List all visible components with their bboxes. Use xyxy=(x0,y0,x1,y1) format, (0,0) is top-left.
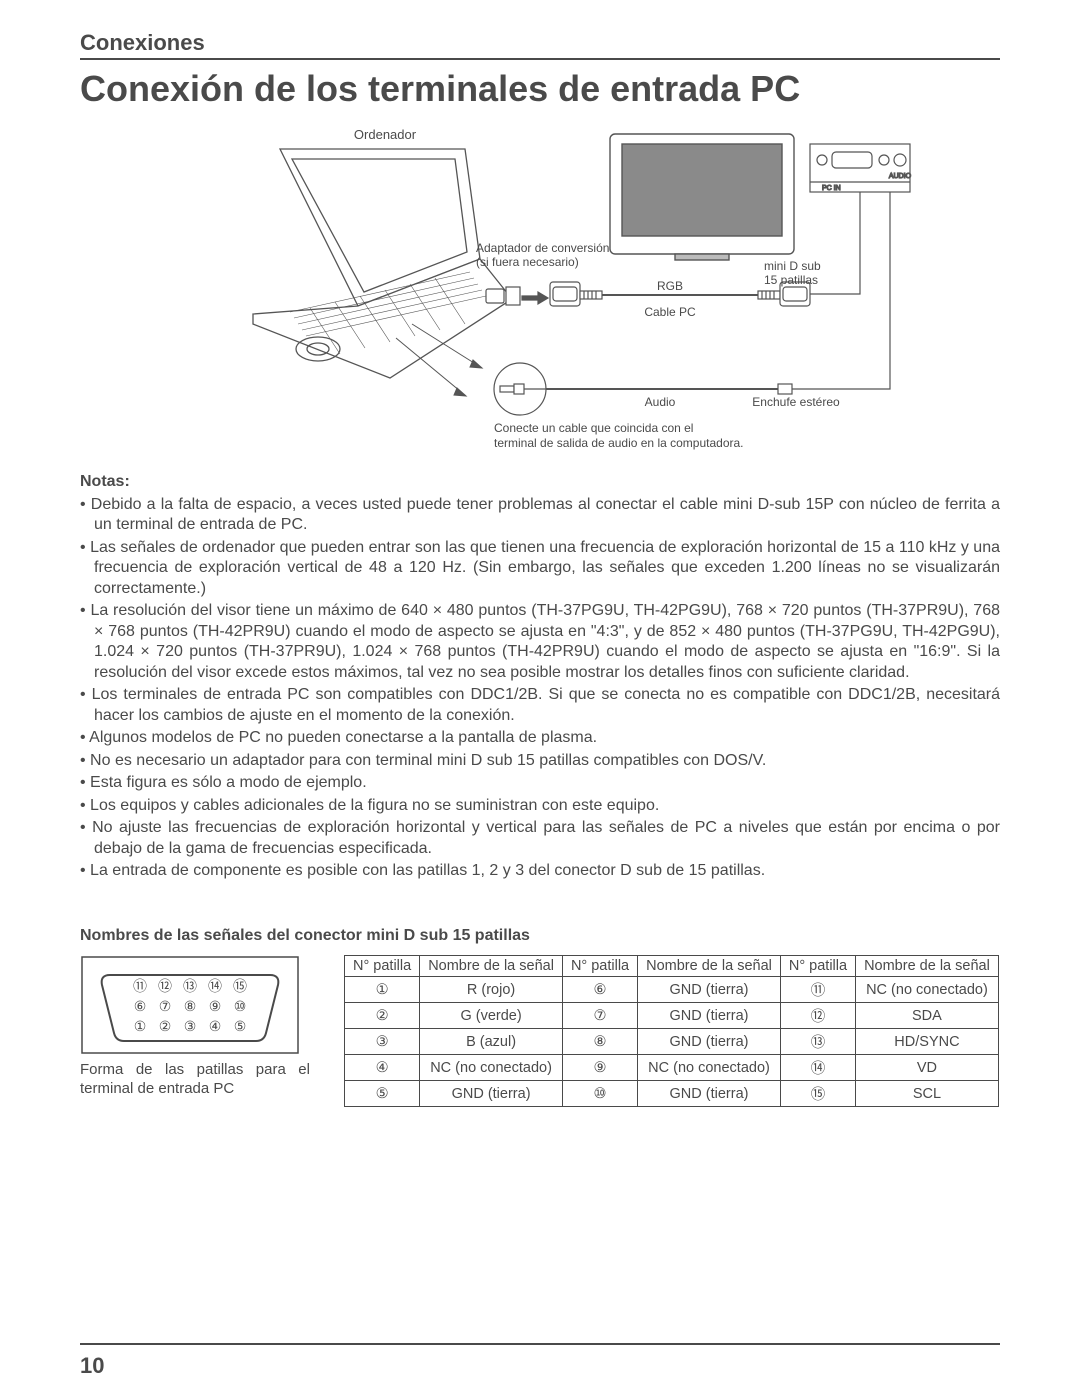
pin-signal-cell: VD xyxy=(856,1055,999,1081)
connector-pin-label: ⑮ xyxy=(233,978,247,994)
pin-table-header: Nombre de la señal xyxy=(638,956,781,977)
pin-number-cell: ② xyxy=(345,1003,420,1029)
connector-pin-label: ④ xyxy=(209,1018,222,1034)
connector-caption: Forma de las patillas para el terminal d… xyxy=(80,1061,310,1099)
pin-number-cell: ⑫ xyxy=(780,1003,855,1029)
page-title: Conexión de los terminales de entrada PC xyxy=(80,68,1000,110)
svg-text:Cable PC: Cable PC xyxy=(644,305,696,319)
laptop-icon xyxy=(253,149,512,378)
pin-table-header: Nombre de la señal xyxy=(420,956,563,977)
connector-pin-label: ⑨ xyxy=(209,998,222,1014)
connector-pin-label: ⑤ xyxy=(234,1018,247,1034)
svg-text:Adaptador de conversión: Adaptador de conversión xyxy=(476,241,609,255)
connector-pin-label: ⑩ xyxy=(234,998,247,1014)
svg-text:AUDIO: AUDIO xyxy=(889,173,912,180)
label-ordenador: Ordenador xyxy=(354,127,417,142)
pin-number-cell: ⑩ xyxy=(562,1081,637,1107)
note-item: Esta figura es sólo a modo de ejemplo. xyxy=(80,773,1000,793)
pin-signal-cell: NC (no conectado) xyxy=(420,1055,563,1081)
pin-signal-cell: GND (tierra) xyxy=(638,1003,781,1029)
svg-text:Audio: Audio xyxy=(645,395,676,409)
pin-signal-cell: B (azul) xyxy=(420,1029,563,1055)
pin-number-cell: ⑭ xyxy=(780,1055,855,1081)
pin-signal-cell: NC (no conectado) xyxy=(856,977,999,1003)
svg-text:Enchufe estéreo: Enchufe estéreo xyxy=(752,395,840,409)
pin-signal-cell: NC (no conectado) xyxy=(638,1055,781,1081)
connection-diagram: Ordenador xyxy=(80,124,1000,459)
connector-pin-label: ② xyxy=(159,1018,172,1034)
pin-table-header: N° patilla xyxy=(345,956,420,977)
connector-pin-label: ⑪ xyxy=(133,978,147,994)
pin-number-cell: ③ xyxy=(345,1029,420,1055)
connector-pin-label: ⑧ xyxy=(184,998,197,1014)
pin-number-cell: ⑨ xyxy=(562,1055,637,1081)
pin-signal-cell: GND (tierra) xyxy=(638,1029,781,1055)
svg-text:PC IN: PC IN xyxy=(822,185,841,192)
note-item: Debido a la falta de espacio, a veces us… xyxy=(80,495,1000,536)
pcin-panel: AUDIO PC IN xyxy=(810,144,912,192)
note-item: No ajuste las frecuencias de exploración… xyxy=(80,818,1000,859)
notes-list: Debido a la falta de espacio, a veces us… xyxy=(80,495,1000,881)
pin-number-cell: ⑬ xyxy=(780,1029,855,1055)
notes-block: Notas: Debido a la falta de espacio, a v… xyxy=(80,473,1000,881)
pin-number-cell: ⑪ xyxy=(780,977,855,1003)
connector-pin-label: ⑥ xyxy=(134,998,147,1014)
pin-number-cell: ⑦ xyxy=(562,1003,637,1029)
pin-number-cell: ① xyxy=(345,977,420,1003)
note-item: La resolución del visor tiene un máximo … xyxy=(80,601,1000,683)
svg-text:terminal de salida de audio en: terminal de salida de audio en la comput… xyxy=(494,436,744,450)
pin-signal-table: N° patillaNombre de la señalN° patillaNo… xyxy=(344,955,999,1107)
pin-table-row: ③B (azul)⑧GND (tierra)⑬HD/SYNC xyxy=(345,1029,999,1055)
pin-table-row: ①R (rojo)⑥GND (tierra)⑪NC (no conectado) xyxy=(345,977,999,1003)
note-item: Los terminales de entrada PC son compati… xyxy=(80,685,1000,726)
note-item: La entrada de componente es posible con … xyxy=(80,861,1000,881)
pin-table-row: ④NC (no conectado)⑨NC (no conectado)⑭VD xyxy=(345,1055,999,1081)
pin-signal-cell: GND (tierra) xyxy=(638,1081,781,1107)
note-item: No es necesario un adaptador para con te… xyxy=(80,751,1000,771)
pin-signal-cell: SCL xyxy=(856,1081,999,1107)
svg-text:(si fuera necesario): (si fuera necesario) xyxy=(476,255,579,269)
note-item: Algunos modelos de PC no pueden conectar… xyxy=(80,728,1000,748)
pin-signal-cell: GND (tierra) xyxy=(420,1081,563,1107)
pin-table-header: Nombre de la señal xyxy=(856,956,999,977)
pin-number-cell: ⑧ xyxy=(562,1029,637,1055)
pin-signal-cell: SDA xyxy=(856,1003,999,1029)
pin-table-row: ⑤GND (tierra)⑩GND (tierra)⑮SCL xyxy=(345,1081,999,1107)
connector-pin-label: ⑭ xyxy=(208,978,222,994)
pin-table-header: N° patilla xyxy=(780,956,855,977)
connector-pin-label: ⑫ xyxy=(158,978,172,994)
pin-signal-cell: G (verde) xyxy=(420,1003,563,1029)
note-item: Las señales de ordenador que pueden entr… xyxy=(80,538,1000,599)
connector-pin-label: ⑦ xyxy=(159,998,172,1014)
pin-number-cell: ⑤ xyxy=(345,1081,420,1107)
tv-icon xyxy=(610,134,794,260)
connector-pin-label: ① xyxy=(134,1018,147,1034)
svg-text:RGB: RGB xyxy=(657,279,683,293)
connector-shape: ⑪⑫⑬⑭⑮ ⑥⑦⑧⑨⑩ ①②③④⑤ Forma de las patillas pa… xyxy=(80,955,310,1099)
pin-signal-cell: R (rojo) xyxy=(420,977,563,1003)
pin-number-cell: ⑥ xyxy=(562,977,637,1003)
pin-number-cell: ⑮ xyxy=(780,1081,855,1107)
pin-table-heading: Nombres de las señales del conector mini… xyxy=(80,927,1000,945)
pin-number-cell: ④ xyxy=(345,1055,420,1081)
pin-table-header: N° patilla xyxy=(562,956,637,977)
pin-signal-cell: GND (tierra) xyxy=(638,977,781,1003)
note-item: Los equipos y cables adicionales de la f… xyxy=(80,796,1000,816)
section-header: Conexiones xyxy=(80,30,1000,60)
pin-table-row: ②G (verde)⑦GND (tierra)⑫SDA xyxy=(345,1003,999,1029)
connector-pin-label: ③ xyxy=(184,1018,197,1034)
svg-text:mini D sub: mini D sub xyxy=(764,259,821,273)
pin-signal-cell: HD/SYNC xyxy=(856,1029,999,1055)
svg-text:15 patillas: 15 patillas xyxy=(764,273,818,287)
footer-rule xyxy=(80,1343,1000,1345)
page-number: 10 xyxy=(80,1353,104,1379)
svg-text:Conecte un cable que coincida: Conecte un cable que coincida con el xyxy=(494,421,693,435)
notes-heading: Notas: xyxy=(80,473,1000,491)
connector-pin-label: ⑬ xyxy=(183,978,197,994)
